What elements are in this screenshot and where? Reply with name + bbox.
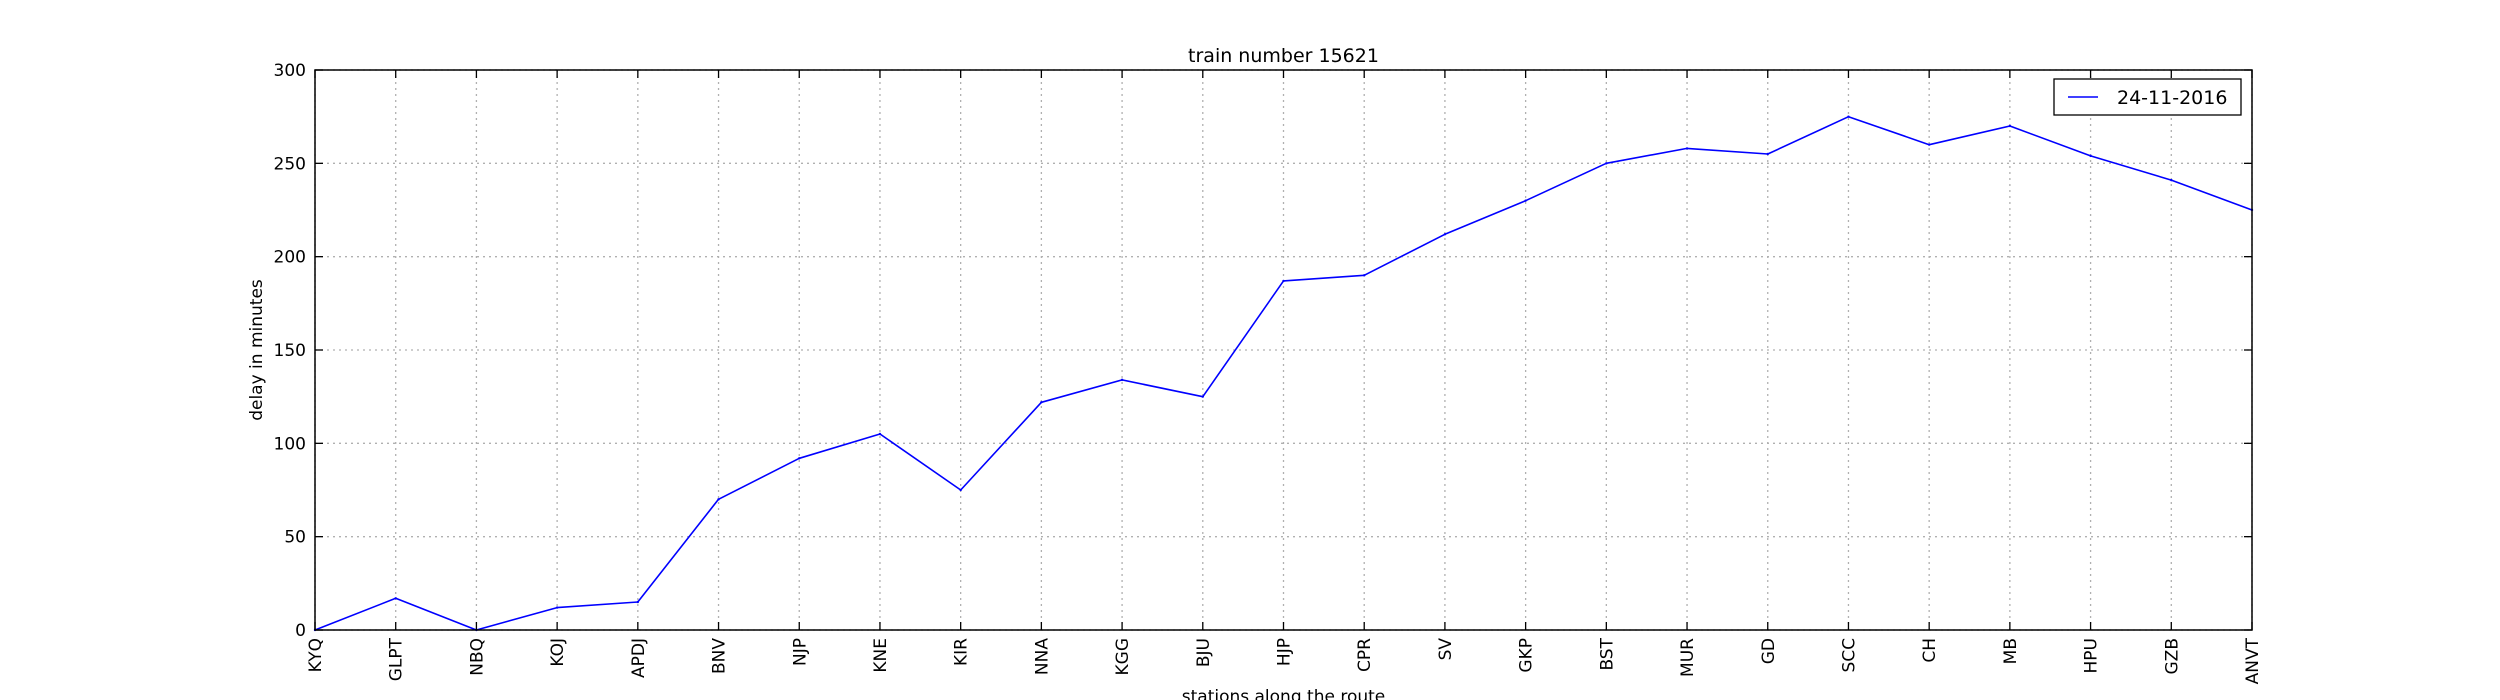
y-tick-label: 100 — [274, 434, 306, 454]
data-point — [1040, 401, 1043, 404]
x-tick-label: GD — [1759, 638, 1779, 664]
data-point — [1605, 162, 1608, 165]
series-line — [314, 115, 2253, 631]
y-tick-label: 200 — [274, 248, 306, 268]
data-point — [798, 457, 801, 460]
x-tick-label: GKP — [1517, 638, 1537, 673]
data-point — [555, 606, 559, 609]
data-point — [2089, 154, 2092, 158]
data-point — [2170, 178, 2173, 182]
grid — [314, 69, 2253, 631]
y-tick-label: 300 — [274, 61, 306, 81]
legend: 24-11-2016 — [2053, 78, 2242, 116]
data-point — [394, 597, 397, 600]
x-tick-label: MUR — [1678, 638, 1698, 677]
data-point — [959, 488, 962, 492]
data-point — [1524, 199, 1527, 202]
data-point — [636, 600, 640, 604]
x-tick-label: NNA — [1032, 638, 1052, 675]
x-tick-label: CPR — [1355, 638, 1375, 672]
data-point — [1766, 152, 1769, 156]
data-point — [878, 432, 882, 436]
x-tick-label: KGG — [1113, 638, 1133, 676]
data-point — [1363, 274, 1366, 277]
legend-label: 24-11-2016 — [2117, 87, 2227, 109]
x-tick-label: MB — [2001, 638, 2021, 664]
x-tick-label: NBQ — [467, 638, 487, 676]
x-tick-label: GZB — [2162, 638, 2182, 674]
data-point — [717, 498, 720, 501]
y-axis-title: delay in minutes — [247, 279, 267, 421]
data-point — [1847, 115, 1850, 118]
x-tick-label: HPU — [2082, 638, 2102, 673]
x-axis-title: stations along the route — [1182, 687, 1386, 700]
x-axis: KYQ GLPT NBQ KOJ APDJ BNV NJP KNE KIR NNA KGG BJU HJ… — [306, 70, 2263, 684]
data-point — [2008, 124, 2012, 128]
x-tick-label: SCC — [1839, 638, 1859, 673]
series-layer — [313, 115, 2254, 632]
data-point — [1201, 395, 1204, 398]
x-tick-label: KOJ — [548, 638, 568, 667]
x-tick-label: HJP — [1275, 638, 1295, 666]
x-tick-label: CH — [1920, 638, 1940, 663]
x-tick-label: SV — [1436, 638, 1456, 661]
y-axis: 0 50 100 150 200 250 300 — [274, 61, 2252, 641]
x-tick-label: NJP — [790, 638, 810, 666]
data-point — [1443, 233, 1447, 236]
x-tick-label: BJU — [1194, 638, 1214, 667]
x-tick-label: KNE — [871, 638, 891, 673]
x-tick-label: KIR — [952, 638, 972, 666]
x-tick-label: ANVT — [2243, 637, 2263, 684]
chart-title: train number 15621 — [1188, 45, 1379, 67]
data-point — [1120, 378, 1124, 382]
y-tick-label: 250 — [274, 154, 306, 174]
data-point — [1282, 279, 1285, 283]
x-tick-label: BNV — [710, 638, 730, 674]
x-tick-label: KYQ — [306, 638, 326, 672]
x-tick-label: GLPT — [387, 637, 407, 681]
y-tick-label: 150 — [274, 341, 306, 361]
x-tick-label: BST — [1597, 637, 1617, 670]
data-point — [1685, 147, 1689, 150]
data-point — [1927, 143, 1931, 146]
x-tick-label: APDJ — [629, 638, 649, 678]
y-tick-label: 0 — [295, 621, 306, 641]
y-tick-label: 50 — [284, 528, 306, 548]
